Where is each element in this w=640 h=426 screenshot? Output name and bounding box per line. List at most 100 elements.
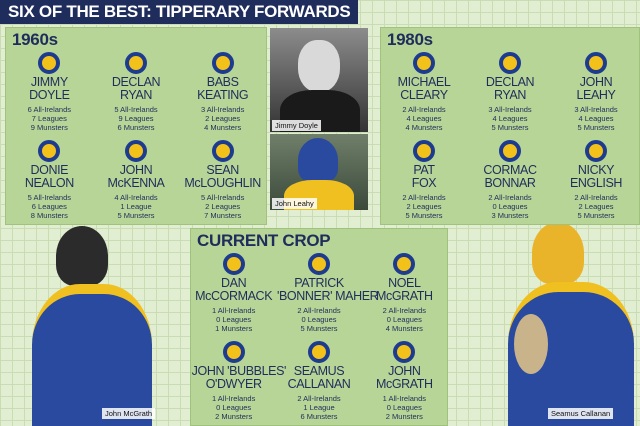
player: DAN McCORMACK 1 All-Irelands 0 Leagues 1 Mun…: [192, 253, 276, 333]
player-name: LEAHY: [576, 88, 616, 102]
player-stat: 5 Munsters: [491, 123, 529, 132]
player-stats: 2 All-Irelands 1 League 6 Munsters: [277, 394, 361, 421]
player-stat: 0 Leagues: [216, 315, 252, 324]
player-stat: 6 All-Irelands: [27, 105, 71, 114]
player-badge: [499, 140, 521, 162]
player-name: McGRATH: [375, 377, 433, 391]
player-name: SEAN: [206, 163, 239, 177]
player-name: ENGLISH: [569, 176, 623, 190]
player-stat: 1 All-Irelands: [211, 394, 256, 403]
panel-title: 1960s: [12, 30, 58, 49]
player-stat: 1 League: [303, 403, 335, 412]
player-stat: 2 All-Irelands: [402, 193, 446, 202]
player: SEAN McLOUGHLIN 5 All-Irelands 2 Leagues 7 M…: [181, 140, 265, 220]
player-stat: 5 Munsters: [405, 211, 443, 220]
player-stat: 5 All-Irelands: [200, 193, 245, 202]
player-stats: 5 All-Irelands 9 Leagues 6 Munsters: [94, 105, 178, 132]
player-name: JOHN 'BUBBLES': [191, 364, 287, 378]
player-name: McGRATH: [375, 289, 433, 303]
player: PAT FOX 2 All-Irelands 2 Leagues 5 Munsters: [382, 140, 466, 220]
player-name: O'DWYER: [205, 377, 262, 391]
player-stat: 9 Leagues: [118, 114, 154, 123]
player-stat: 1 All-Irelands: [211, 306, 256, 315]
player-badge: [125, 140, 147, 162]
player: BABS KEATING 3 All-Irelands 2 Leagues 4 Muns…: [181, 52, 265, 132]
player-stats: 5 All-Irelands 6 Leagues 8 Munsters: [7, 193, 91, 220]
player-stats: 1 All-Irelands 0 Leagues 2 Munsters: [362, 394, 446, 421]
player-badge: [413, 52, 435, 74]
player-stats: 6 All-Irelands 7 Leagues 9 Munsters: [7, 105, 91, 132]
player-name: PATRICK: [294, 276, 344, 290]
player-stat: 2 All-Irelands: [488, 193, 532, 202]
player-badge: [308, 253, 330, 275]
player-name: JOHN: [388, 364, 421, 378]
player-stats: 3 All-Irelands 4 Leagues 5 Munsters: [554, 105, 638, 132]
player-stat: 4 Munsters: [204, 123, 242, 132]
player-stat: 3 All-Irelands: [488, 105, 532, 114]
player-name: JOHN: [119, 163, 153, 177]
photo-hurley: [514, 314, 548, 374]
player-stats: 2 All-Irelands 0 Leagues 4 Munsters: [362, 306, 446, 333]
photo-figure: [298, 138, 338, 182]
player: NICKY ENGLISH 2 All-Irelands 2 Leagues 5 Mun…: [554, 140, 638, 220]
player-badge: [499, 52, 521, 74]
photo-caption: Jimmy Doyle: [272, 120, 321, 131]
player-stat: 2 Leagues: [406, 202, 442, 211]
player-stat: 0 Leagues: [492, 202, 528, 211]
player-badge: [393, 341, 416, 363]
player-badge: [211, 140, 234, 162]
player-stat: 2 All-Irelands: [297, 306, 341, 315]
player-name: RYAN: [494, 88, 526, 102]
player-stats: 2 All-Irelands 0 Leagues 3 Munsters: [468, 193, 552, 220]
player-stat: 2 All-Irelands: [382, 306, 426, 315]
panel-title: CURRENT CROP: [197, 231, 331, 250]
title: SIX OF THE BEST: TIPPERARY FORWARDS: [0, 0, 359, 24]
photo-figure: [56, 226, 108, 286]
player-stat: 1 Munsters: [215, 324, 253, 333]
photo-john-mcgrath: John McGrath: [10, 218, 170, 426]
player-stats: 1 All-Irelands 0 Leagues 1 Munsters: [192, 306, 276, 333]
player: SEAMUS CALLANAN 2 All-Irelands 1 League 6 Mu…: [277, 341, 361, 421]
player-stat: 4 All-Irelands: [114, 193, 158, 202]
player: JOHN McGRATH 1 All-Irelands 0 Leagues 2 Muns…: [362, 341, 446, 421]
player-stat: 6 Munsters: [117, 123, 155, 132]
player-stat: 2 All-Irelands: [574, 193, 618, 202]
player-stats: 4 All-Irelands 1 League 5 Munsters: [94, 193, 178, 220]
player-badge: [222, 341, 245, 363]
player-stat: 2 Munsters: [385, 412, 423, 421]
player-name: NEALON: [24, 176, 74, 190]
player-badge: [585, 140, 607, 162]
player-stat: 0 Leagues: [216, 403, 252, 412]
player-stat: 0 Leagues: [301, 315, 337, 324]
player-name: CLEARY: [400, 88, 448, 102]
player-stat: 1 League: [120, 202, 152, 211]
photo-jimmy-doyle: Jimmy Doyle: [270, 28, 368, 132]
player-badge: [393, 253, 416, 275]
player-badge: [125, 52, 147, 74]
player-badge: [222, 253, 245, 275]
player: CORMAC BONNAR 2 All-Irelands 0 Leagues 3 Mun…: [468, 140, 552, 220]
player-stat: 4 Leagues: [406, 114, 442, 123]
player-stat: 5 Munsters: [577, 123, 615, 132]
player-stats: 3 All-Irelands 2 Leagues 4 Munsters: [181, 105, 265, 132]
player-stat: 4 Leagues: [492, 114, 528, 123]
player: DONIE NEALON 5 All-Irelands 6 Leagues 8 Muns…: [7, 140, 91, 220]
player-stat: 6 Leagues: [31, 202, 67, 211]
player-stat: 8 Munsters: [30, 211, 68, 220]
player-stat: 4 Munsters: [405, 123, 443, 132]
player-stat: 5 Munsters: [577, 211, 615, 220]
player-stats: 2 All-Irelands 0 Leagues 5 Munsters: [277, 306, 361, 333]
player-stat: 2 Leagues: [205, 202, 241, 211]
player-stat: 7 Munsters: [204, 211, 242, 220]
player-name: JIMMY: [30, 75, 68, 89]
player: JIMMY DOYLE 6 All-Irelands 7 Leagues 9 Munst…: [7, 52, 91, 132]
player-name: BONNAR: [484, 176, 536, 190]
player-name: KEATING: [197, 88, 249, 102]
player-stat: 2 Leagues: [205, 114, 241, 123]
player-stat: 1 All-Irelands: [382, 394, 426, 403]
player-stat: 2 All-Irelands: [402, 105, 446, 114]
player-badge: [585, 52, 607, 74]
player-stat: 4 Munsters: [385, 324, 423, 333]
player-badge: [38, 52, 61, 74]
player-stats: 2 All-Irelands 4 Leagues 4 Munsters: [382, 105, 466, 132]
